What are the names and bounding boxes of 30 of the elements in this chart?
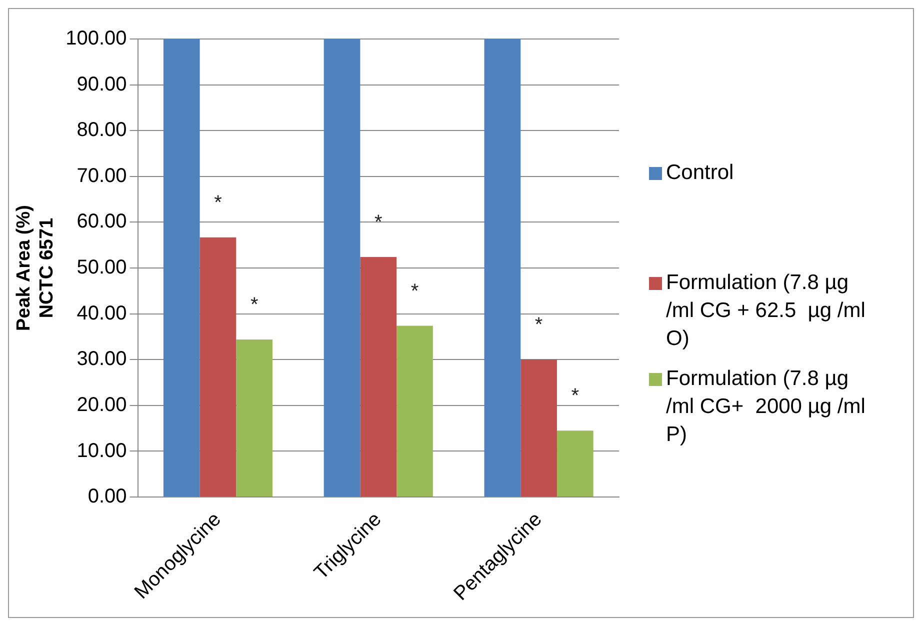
annotation: * — [410, 280, 419, 302]
y-tick-label: 60.00 — [76, 210, 127, 233]
bar — [396, 326, 433, 497]
bar — [324, 39, 360, 497]
y-tick-label: 0.00 — [88, 486, 127, 508]
bar — [236, 339, 273, 497]
annotation: * — [374, 212, 382, 234]
y-tick-label: 10.00 — [76, 440, 127, 462]
legend-label: Formulation (7.8 µg /ml CG+ 2000 µg /ml P) — [666, 366, 866, 448]
annotation: * — [534, 314, 543, 336]
y-tick-label: 80.00 — [76, 119, 127, 142]
y-tick-label: 50.00 — [76, 256, 127, 279]
bar — [484, 39, 521, 497]
legend-label: Formulation (7.8 µg /ml CG + 62.5 µg /ml O) — [666, 270, 866, 352]
y-tick-label: 20.00 — [76, 394, 127, 416]
bar — [360, 257, 397, 497]
legend-label: Control — [666, 160, 735, 186]
annotation: * — [250, 294, 258, 316]
y-tick-label: 100.00 — [66, 28, 127, 50]
y-tick-label: 90.00 — [76, 73, 127, 96]
bar — [520, 360, 557, 497]
annotation: * — [214, 192, 222, 214]
y-axis-title: Peak Area (%) NCTC 6571 — [14, 205, 58, 332]
y-tick-label: 40.00 — [76, 302, 127, 324]
bar — [556, 430, 594, 497]
annotation: * — [571, 385, 580, 408]
y-tick-label: 30.00 — [76, 348, 127, 370]
bar — [163, 39, 200, 497]
y-tick-label: 70.00 — [76, 164, 127, 187]
bar — [200, 237, 236, 497]
